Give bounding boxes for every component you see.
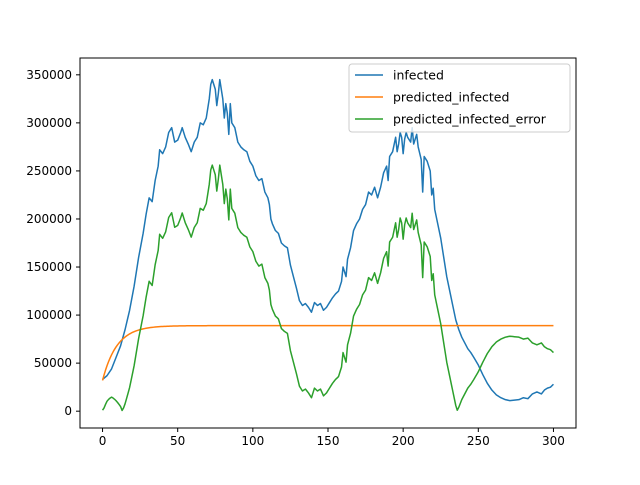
y-axis-ticks: 0 50000 100000 150000 200000 250000 300000 3500… [26,68,80,418]
y-tick-label: 350000 [26,68,72,82]
legend-label-predicted_infected_error: predicted_infected_error [393,112,547,127]
legend-box [348,63,571,133]
legend: infected predicted_infected predicted_infe… [348,63,571,133]
y-tick-label: 50000 [34,356,72,370]
x-tick-label: 0 [99,434,107,448]
y-tick-label: 250000 [26,164,72,178]
series-line-infected [102,78,554,402]
x-tick-label: 250 [467,434,490,448]
legend-label-infected: infected [393,68,444,83]
y-tick-label: 200000 [26,212,72,226]
y-tick-label: 150000 [26,260,72,274]
series-line-predicted_infected [101,324,554,381]
y-tick-label: 300000 [26,116,72,130]
y-tick-label: 100000 [26,308,72,322]
x-tick-label: 150 [317,434,340,448]
x-tick-label: 50 [170,434,185,448]
x-tick-label: 200 [392,434,415,448]
x-tick-label: 300 [542,434,565,448]
plot-lines [101,78,554,412]
y-tick-label: 0 [64,404,72,418]
x-tick-label: 100 [241,434,264,448]
x-axis-ticks: 0 50 100 150 200 250 300 [99,428,565,448]
series-line-predicted_infected_error [101,164,554,412]
legend-label-predicted_infected: predicted_infected [393,90,509,105]
